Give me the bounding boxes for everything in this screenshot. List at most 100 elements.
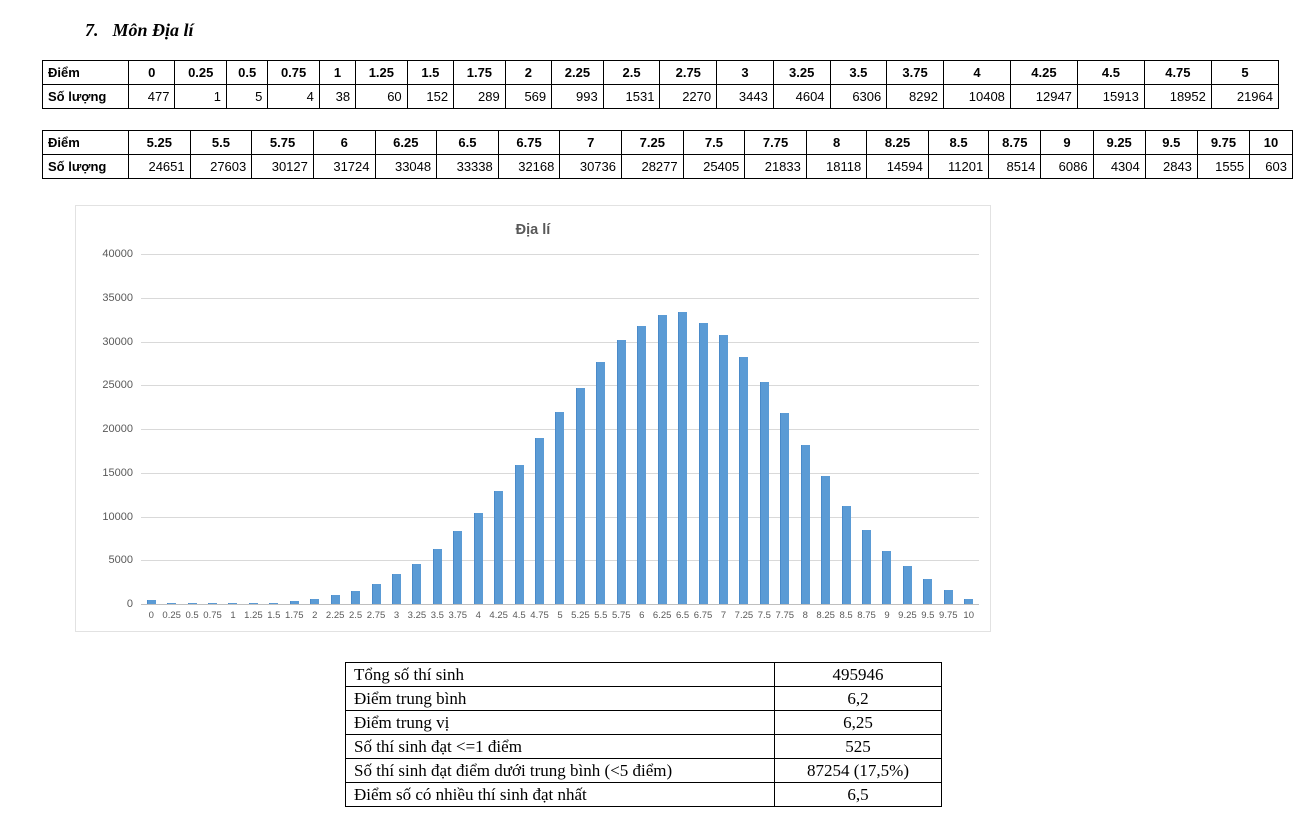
bar-slot <box>243 254 263 604</box>
count-cell: 12947 <box>1009 84 1078 109</box>
summary-value: 495946 <box>774 662 942 687</box>
count-cell: 33048 <box>374 154 438 179</box>
bar <box>800 445 810 604</box>
x-axis-tick-label: 3.75 <box>448 610 468 621</box>
count-cell: 18118 <box>805 154 868 179</box>
count-cell: 28277 <box>621 154 684 179</box>
section-number: 7. <box>85 20 99 40</box>
bar <box>902 566 912 604</box>
summary-row: Số thí sinh đạt <=1 điểm 525 <box>345 734 942 759</box>
bar <box>187 603 197 604</box>
score-header-cell: 8.5 <box>927 130 990 155</box>
summary-label: Số thí sinh đạt <=1 điểm <box>345 734 775 759</box>
bar-slot <box>815 254 835 604</box>
count-cell: 15913 <box>1076 84 1145 109</box>
x-axis-tick-label: 8.25 <box>816 610 835 621</box>
x-axis-tick-label: 6.75 <box>693 610 713 621</box>
summary-row: Số thí sinh đạt điểm dưới trung bình (<5… <box>345 758 942 783</box>
score-header-cell: 10 <box>1249 130 1293 155</box>
score-header-cell: 9 <box>1040 130 1094 155</box>
score-header-cell: 8 <box>805 130 868 155</box>
bar <box>535 438 545 604</box>
bar-slot <box>632 254 652 604</box>
count-cell: 4604 <box>772 84 831 109</box>
x-axis-tick-label: 7 <box>720 610 727 621</box>
bar <box>575 388 585 604</box>
score-header-cell: 1.5 <box>406 60 455 85</box>
score-header-cell: 1 <box>318 60 357 85</box>
score-header-cell: 0.25 <box>174 60 228 85</box>
x-axis-tick-label: 3 <box>393 610 400 621</box>
score-header-cell: 8.25 <box>866 130 929 155</box>
bar <box>310 599 320 604</box>
bar-slot <box>897 254 917 604</box>
x-axis-tick-label: 1.5 <box>267 610 281 621</box>
summary-row: Điểm trung vị 6,25 <box>345 710 942 735</box>
count-cell: 33338 <box>436 154 499 179</box>
x-axis-tick-label: 2 <box>312 610 318 621</box>
summary-value: 525 <box>774 734 942 759</box>
score-header-cell: 5.5 <box>189 130 253 155</box>
bar-slot <box>775 254 795 604</box>
bar-slot <box>611 254 631 604</box>
score-header-cell: 7.75 <box>744 130 807 155</box>
bar-slot <box>202 254 222 604</box>
x-axis-tick-label: 8 <box>802 610 808 621</box>
x-axis-tick-label: 5.25 <box>571 610 590 621</box>
x-axis-tick-label: 1.75 <box>285 610 304 621</box>
summary-label: Số thí sinh đạt điểm dưới trung bình (<5… <box>345 758 775 783</box>
score-header-cell: 5.25 <box>128 130 191 155</box>
x-axis-tick-label: 1 <box>230 610 236 621</box>
bar <box>208 603 218 604</box>
bar-slot <box>938 254 958 604</box>
bar-slot <box>284 254 304 604</box>
bar <box>494 490 504 604</box>
score-header-cell: 4.25 <box>1009 60 1078 85</box>
bar-slot <box>427 254 447 604</box>
count-cell: 8292 <box>886 84 944 109</box>
x-axis-tick-label: 9.5 <box>921 610 935 621</box>
bar-slot <box>672 254 692 604</box>
x-axis-tick-label: 7.5 <box>757 610 771 621</box>
score-header-cell: 2.5 <box>602 60 661 85</box>
bar <box>759 381 769 604</box>
y-axis-tick-label: 30000 <box>102 335 133 348</box>
score-header-cell: 8.75 <box>988 130 1042 155</box>
summary-value: 6,2 <box>774 686 942 711</box>
score-header-cell: 4.5 <box>1076 60 1145 85</box>
bar <box>698 322 708 604</box>
bar <box>780 412 790 604</box>
score-header-cell: 0.75 <box>267 60 320 85</box>
summary-table: Tổng số thí sinh 495946 Điểm trung bình 6,2… <box>345 662 942 807</box>
bar-slot <box>223 254 243 604</box>
count-cell: 1531 <box>602 84 661 109</box>
count-row-label: Số lượng <box>42 84 129 109</box>
count-cell: 24651 <box>128 154 191 179</box>
summary-label: Điểm số có nhiều thí sinh đạt nhất <box>345 782 775 807</box>
bar-slot <box>345 254 365 604</box>
gridline <box>141 297 979 299</box>
score-header-cell: 6 <box>312 130 376 155</box>
bar-slot <box>795 254 815 604</box>
bar-slot <box>448 254 468 604</box>
count-cell: 289 <box>453 84 506 109</box>
y-axis-tick-label: 0 <box>126 598 133 610</box>
bar <box>923 579 933 604</box>
bar-slot <box>468 254 488 604</box>
bar <box>289 601 299 604</box>
bar-slot <box>713 254 733 604</box>
bar <box>637 326 647 604</box>
bar <box>228 603 238 604</box>
bar <box>330 595 340 604</box>
x-axis-tick-label: 5.75 <box>612 610 631 621</box>
count-row-label: Số lượng <box>42 154 129 179</box>
count-cell: 38 <box>318 84 357 109</box>
score-header-cell: 9.75 <box>1196 130 1251 155</box>
score-header-cell: 4 <box>942 60 1011 85</box>
x-axis-tick-label: 0.5 <box>185 610 199 621</box>
y-axis-tick-label: 35000 <box>102 291 133 304</box>
bar-slot <box>529 254 549 604</box>
count-cell: 152 <box>406 84 455 109</box>
score-header-cell: 5 <box>1210 60 1280 85</box>
count-cell: 603 <box>1249 154 1293 179</box>
